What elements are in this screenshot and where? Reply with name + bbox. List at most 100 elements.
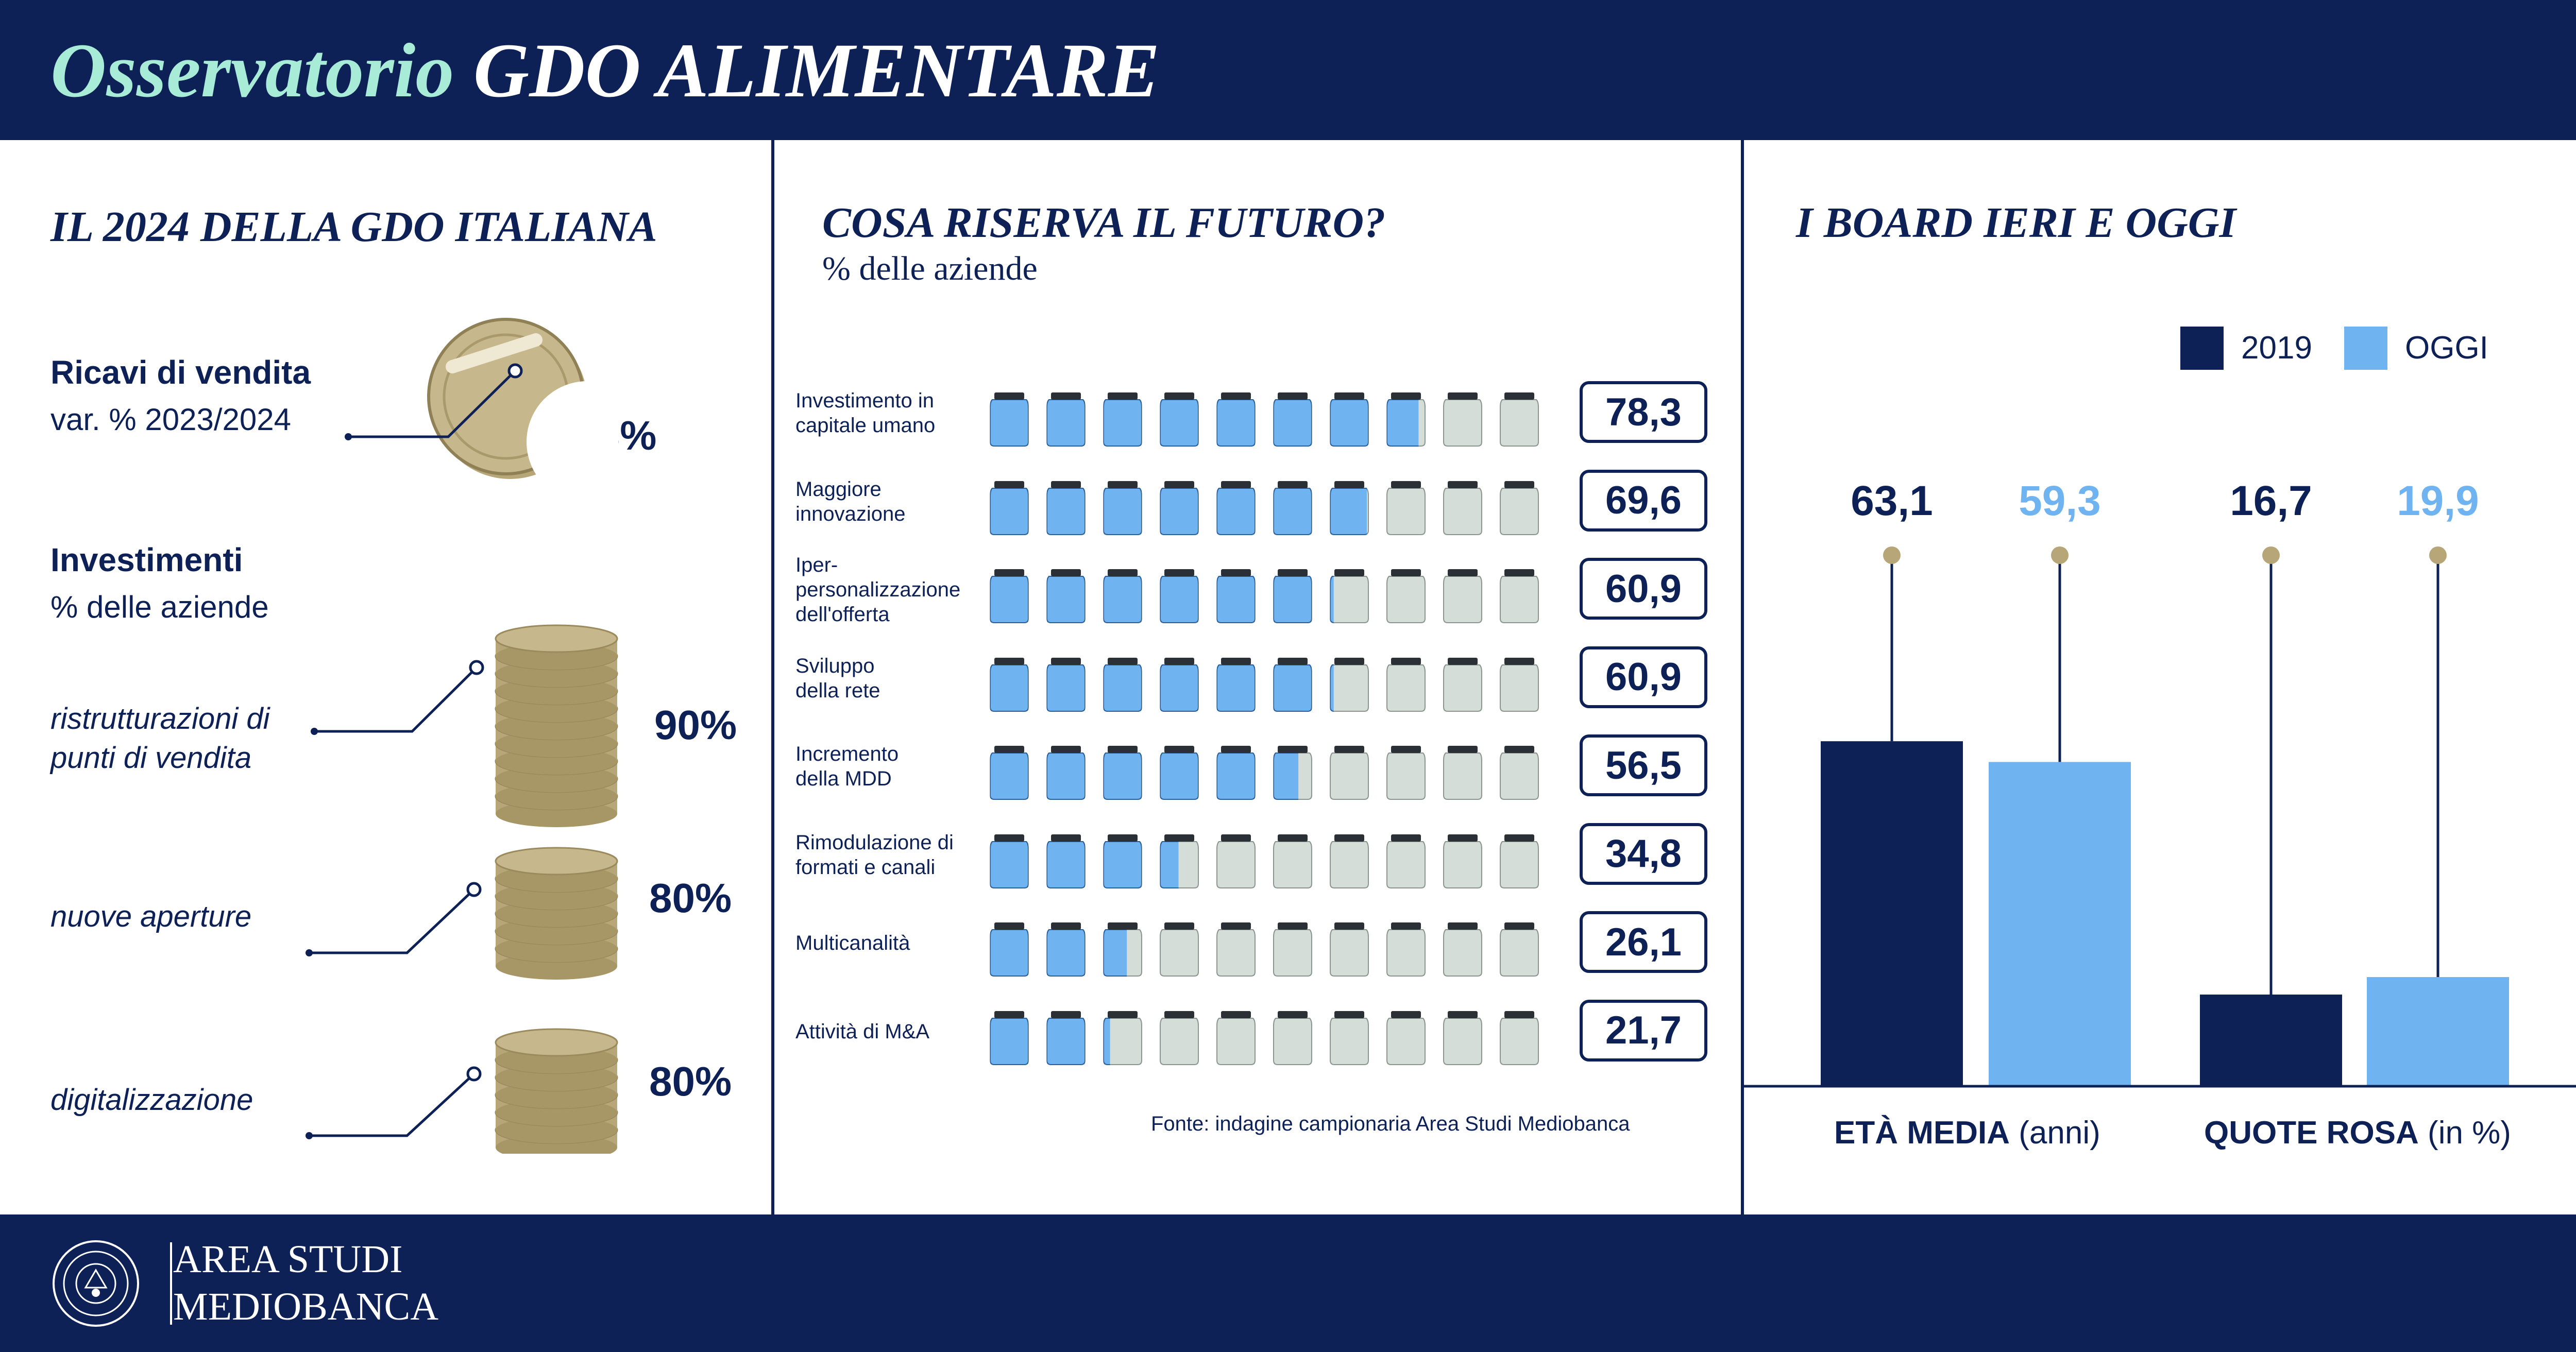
- board-bar: [2367, 977, 2509, 1086]
- revenue-leader-dot: [507, 363, 523, 379]
- jar-fill: [1047, 576, 1085, 623]
- jar-lid: [994, 1011, 1024, 1018]
- jar-lid: [1108, 657, 1138, 665]
- board-bar: [1989, 762, 2131, 1086]
- jar: [990, 1011, 1029, 1065]
- jar-lid: [1448, 1011, 1478, 1018]
- jar-lid: [1391, 392, 1421, 400]
- jar-lid: [1221, 746, 1251, 753]
- jar-row-value: 60,9: [1580, 646, 1707, 708]
- jar: [1273, 392, 1312, 447]
- jar-body: [1500, 399, 1539, 447]
- jar: [1273, 922, 1312, 977]
- jar: [1443, 1011, 1482, 1065]
- jar-lid: [1504, 569, 1534, 576]
- jar-fill: [1104, 841, 1142, 888]
- jar-lid: [1221, 392, 1251, 400]
- investment-coin-stacks: [306, 624, 618, 1154]
- jar-row-label: Rimodulazione di formati e canali: [795, 830, 954, 880]
- jar: [1160, 834, 1199, 888]
- jar: [1386, 657, 1426, 712]
- jar: [1273, 834, 1312, 888]
- jar: [1160, 392, 1199, 447]
- board-bar: [1821, 741, 1963, 1086]
- jar-lid: [1051, 569, 1081, 576]
- jar-lid: [1108, 746, 1138, 753]
- jar: [1443, 922, 1482, 977]
- coin-leader-line: [309, 1073, 475, 1137]
- jar-lid: [1448, 392, 1478, 400]
- board-bar-dot: [1883, 546, 1901, 564]
- jar-lid: [994, 392, 1024, 400]
- jar-fill: [1160, 487, 1198, 535]
- jar-row-label: Sviluppo della rete: [795, 654, 880, 703]
- jar-row-value: 26,1: [1580, 911, 1707, 973]
- jar-row-label-line: formati e canali: [795, 855, 936, 879]
- jar-lid: [1391, 1011, 1421, 1018]
- jar-body: [1500, 841, 1539, 888]
- jar: [1330, 657, 1369, 712]
- jar-body: [1216, 929, 1256, 977]
- jar-lid: [1334, 481, 1364, 488]
- jar: [1273, 569, 1312, 623]
- jar-body: [1443, 1017, 1482, 1065]
- jar-lid: [1108, 834, 1138, 842]
- investment-label-ristrutturazioni: ristrutturazioni di punti di vendita: [50, 702, 270, 775]
- jar: [1160, 481, 1199, 535]
- jar-lid: [1108, 481, 1138, 488]
- jar-body: [1330, 929, 1369, 977]
- jar-body: [1330, 1017, 1369, 1065]
- jar-row-label-line: della MDD: [795, 767, 892, 790]
- jar-lid: [1504, 481, 1534, 488]
- board-bar-dot: [2429, 546, 2447, 564]
- jar: [1500, 392, 1539, 447]
- jar: [1160, 922, 1199, 977]
- board-bar-dot: [2262, 546, 2280, 564]
- jar-fill: [1217, 664, 1255, 712]
- jar-fill: [1160, 664, 1198, 712]
- jar-body: [1273, 929, 1312, 977]
- board-bar-value-label: 59,3: [2019, 477, 2101, 524]
- jar-fill: [1274, 399, 1312, 447]
- coin-leader-dot: [466, 1066, 482, 1082]
- jar-fill: [1104, 487, 1142, 535]
- jar-fill: [1387, 399, 1419, 447]
- jar-lid: [1391, 569, 1421, 576]
- revenue-leader-end: [345, 433, 352, 440]
- category-label-quote-rosa: QUOTE ROSA (in %): [2204, 1115, 2511, 1151]
- jar-row-label-line: della rete: [795, 679, 880, 702]
- jar-lid: [1051, 922, 1081, 930]
- jar-lid: [1391, 746, 1421, 753]
- jar-fill: [990, 664, 1028, 712]
- jar-lid: [1108, 922, 1138, 930]
- jar: [1500, 1011, 1539, 1065]
- jar-body: [1443, 664, 1482, 712]
- revenue-coin-stripe: [446, 333, 543, 373]
- page-title-bold: GDO ALIMENTARE: [473, 28, 1160, 113]
- board-bar: [2200, 994, 2342, 1086]
- jar-body: [1443, 576, 1482, 623]
- coin-leader-end: [306, 949, 313, 956]
- jar: [1330, 834, 1369, 888]
- jar: [990, 569, 1029, 623]
- jar: [1216, 834, 1256, 888]
- category-label-eta-media: ETÀ MEDIA (anni): [1834, 1115, 2100, 1151]
- jar-row-value: 60,9: [1580, 558, 1707, 620]
- jar-body: [1330, 664, 1369, 712]
- jar-fill: [1330, 487, 1367, 535]
- jar-fill: [1104, 1017, 1110, 1065]
- jar-fill: [990, 399, 1028, 447]
- jar: [1386, 392, 1426, 447]
- jar-fill: [1330, 664, 1334, 712]
- jar: [1046, 569, 1086, 623]
- jar: [1500, 746, 1539, 800]
- jar-lid: [1334, 569, 1364, 576]
- jar: [1500, 834, 1539, 888]
- jar-lid: [1108, 569, 1138, 576]
- legend-swatch-2019: [2180, 327, 2224, 370]
- legend-label-2019: 2019: [2241, 330, 2312, 366]
- jar-fill: [1160, 841, 1179, 888]
- coin-leader-end: [306, 1132, 313, 1139]
- coin-face: [495, 847, 618, 876]
- jar-lid: [1051, 746, 1081, 753]
